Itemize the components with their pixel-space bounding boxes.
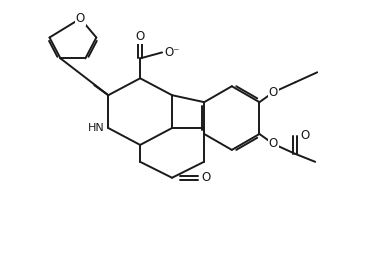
Text: O: O: [269, 138, 278, 150]
Text: O: O: [201, 171, 211, 184]
Text: O⁻: O⁻: [164, 46, 180, 59]
Text: HN: HN: [87, 123, 104, 133]
Text: O: O: [135, 30, 145, 43]
Text: O: O: [76, 12, 85, 25]
Text: O: O: [269, 86, 278, 99]
Text: O: O: [301, 129, 310, 143]
